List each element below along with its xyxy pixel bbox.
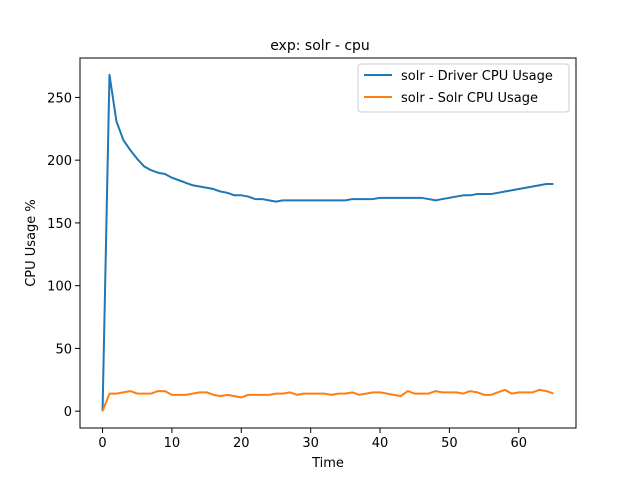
y-tick-label: 50	[55, 342, 72, 357]
x-axis-label: Time	[311, 456, 344, 471]
x-tick-label: 40	[372, 436, 389, 451]
chart-title: exp: solr - cpu	[270, 38, 370, 54]
y-axis-label: CPU Usage %	[24, 199, 39, 287]
x-tick-label: 10	[164, 436, 181, 451]
y-tick-label: 0	[64, 405, 72, 420]
x-tick-label: 60	[510, 436, 527, 451]
x-tick-label: 30	[302, 436, 319, 451]
x-tick-label: 50	[441, 436, 458, 451]
y-tick-label: 250	[47, 91, 72, 106]
series-lines	[101, 73, 554, 412]
legend-label-solr: solr - Solr CPU Usage	[401, 91, 538, 106]
x-tick-label: 0	[98, 436, 106, 451]
legend: solr - Driver CPU Usage solr - Solr CPU …	[357, 63, 570, 113]
y-axis-ticks: 0 50 100 150 200 250	[47, 91, 80, 420]
x-tick-label: 20	[233, 436, 250, 451]
y-tick-label: 100	[47, 280, 72, 295]
y-tick-label: 150	[47, 217, 72, 232]
plot-frame	[79, 57, 577, 429]
x-axis-ticks: 0 10 20 30 40 50 60	[98, 428, 527, 451]
legend-label-driver: solr - Driver CPU Usage	[401, 69, 553, 84]
series-line-0	[101, 73, 554, 412]
series-line-1	[101, 388, 554, 412]
legend-box	[357, 63, 570, 113]
y-tick-label: 200	[47, 154, 72, 169]
